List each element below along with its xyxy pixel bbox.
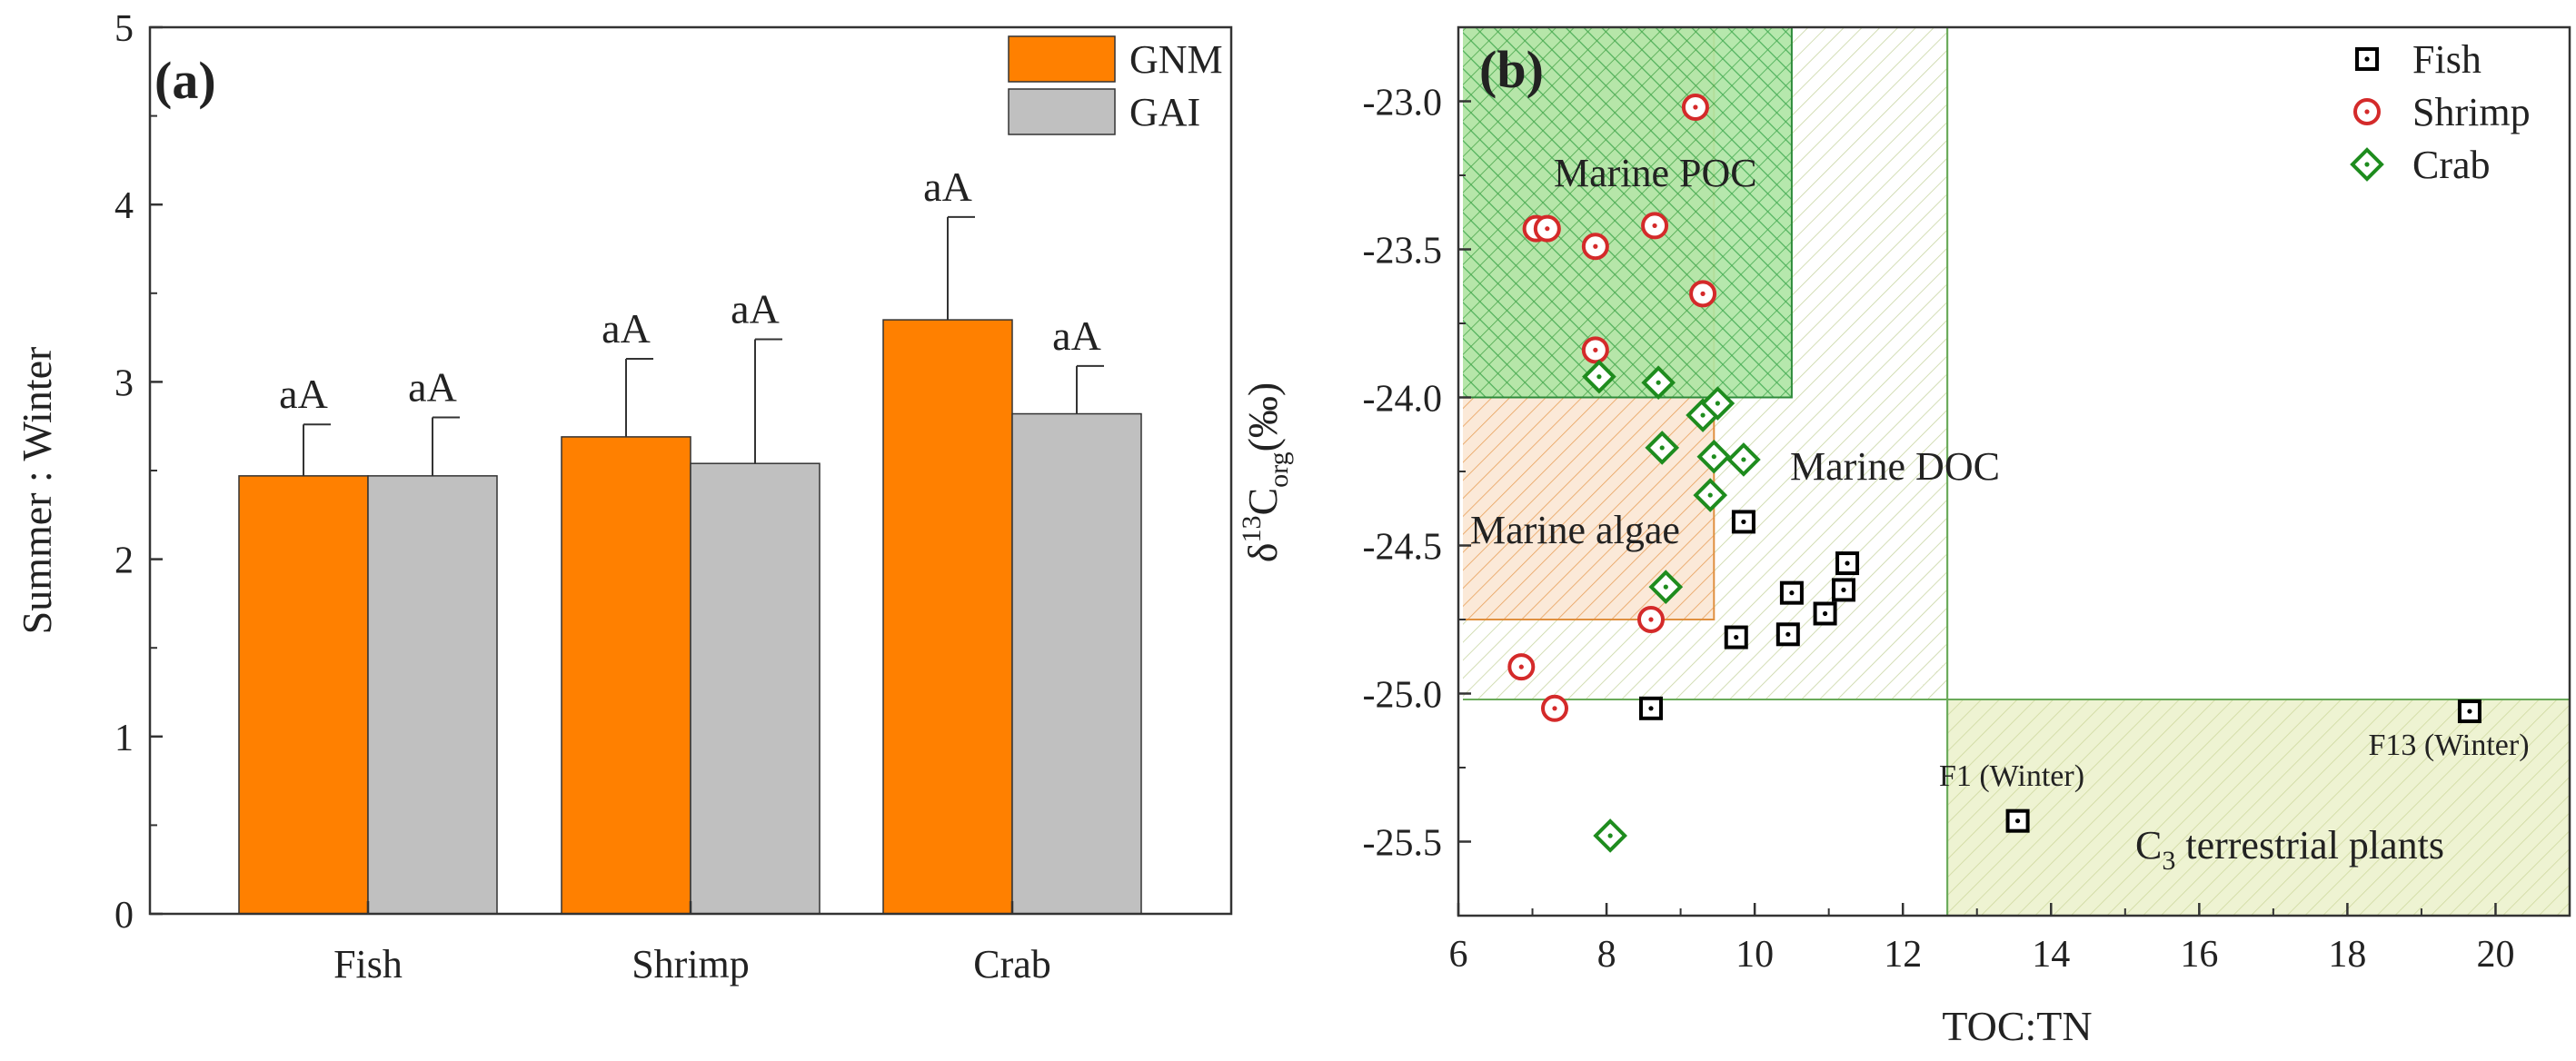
a-y-tick-label: 2 xyxy=(114,540,134,582)
b-x-tick-label: 10 xyxy=(1736,934,1774,976)
point-crab xyxy=(1582,359,1616,394)
a-bars: aA aA aA aA aA aA xyxy=(238,164,1142,915)
a-y-tick-label: 4 xyxy=(114,185,134,227)
b-y-tick-label: -23.0 xyxy=(1363,83,1443,124)
bar-significance-label: aA xyxy=(1052,312,1101,359)
bar-significance-label: aA xyxy=(923,164,972,210)
b-y-tick-label: -23.5 xyxy=(1363,231,1443,273)
b-x-tick-label: 14 xyxy=(2032,934,2070,976)
legend-label-shrimp: Shrimp xyxy=(2412,90,2531,134)
b-legend: Fish Shrimp Crab xyxy=(2350,37,2531,187)
panel-a: aA aA aA aA aA aA 0 1 2 3 4 5 Fish Shrimp Crab (a) Su… xyxy=(14,8,1233,987)
point-shrimp xyxy=(1689,280,1717,308)
b-y-axis-title: δ13Corg(‰) xyxy=(1237,382,1294,562)
bar-gnm xyxy=(882,319,1013,915)
point-crab xyxy=(1593,818,1627,853)
b-points xyxy=(1507,94,2482,853)
b-y-tick-label: -25.0 xyxy=(1363,675,1443,717)
point-crab xyxy=(1648,570,1684,604)
point-fish xyxy=(1779,580,1804,605)
legend-label-crab: Crab xyxy=(2412,143,2491,187)
bar-significance-label: aA xyxy=(731,286,780,332)
bar-gai xyxy=(690,462,821,915)
point-shrimp xyxy=(1581,233,1609,261)
a-y-tick-label: 1 xyxy=(114,718,134,759)
panel-b: 6 8 10 12 14 16 18 20 -25.5 -25.0 -24.5 -24.0 -23.5 -… xyxy=(1237,25,2571,1049)
point-crab xyxy=(1641,365,1676,401)
annotation-f13-winter: F13 (Winter) xyxy=(2368,729,2529,762)
point-crab xyxy=(1696,439,1732,474)
point-shrimp xyxy=(1641,212,1669,240)
point-shrimp xyxy=(1533,214,1561,243)
point-fish xyxy=(1831,578,1855,602)
point-shrimp xyxy=(1636,606,1665,633)
point-fish xyxy=(1813,601,1837,626)
point-fish xyxy=(1724,625,1748,649)
b-x-tick-label: 20 xyxy=(2476,934,2514,976)
b-y-tick-label: -24.0 xyxy=(1363,379,1443,421)
region-label-c3-terrestrial-plants: C3 terrestrial plants xyxy=(2135,823,2444,876)
b-x-tick-label: 6 xyxy=(1449,934,1468,976)
bar-gnm xyxy=(561,436,691,915)
region-marine-poc xyxy=(1463,27,1793,399)
b-panel-label: (b) xyxy=(1479,40,1544,99)
b-x-tick-label: 16 xyxy=(2180,934,2218,976)
point-shrimp xyxy=(1540,694,1568,722)
a-y-tick-label: 3 xyxy=(114,362,134,404)
a-y-tick-label: 5 xyxy=(114,8,134,50)
region-c3-terrestrial-plants xyxy=(1946,699,2571,917)
point-fish xyxy=(1835,551,1860,576)
bar-gai xyxy=(367,475,498,915)
legend-swatch-gnm xyxy=(1008,35,1116,83)
a-axes: 0 1 2 3 4 5 Fish Shrimp Crab xyxy=(114,8,1233,987)
a-legend: GNM GAI xyxy=(1008,35,1223,135)
a-x-tick-label: Shrimp xyxy=(632,942,750,987)
point-fish xyxy=(1731,510,1755,534)
point-crab xyxy=(1700,386,1736,421)
b-y-tick-label: -24.5 xyxy=(1363,527,1443,569)
point-crab xyxy=(1645,431,1680,465)
legend-marker-crab xyxy=(2350,147,2384,182)
a-x-tick-label: Fish xyxy=(333,942,403,987)
region-label-marine-doc: Marine DOC xyxy=(1790,444,2000,489)
point-shrimp xyxy=(1507,653,1536,681)
bar-significance-label: aA xyxy=(602,305,651,352)
point-fish xyxy=(2005,808,2030,833)
b-x-axis-title: TOC:TN xyxy=(1942,1003,2092,1049)
legend-marker-fish xyxy=(2355,47,2379,71)
bar-gnm xyxy=(238,475,369,915)
legend-swatch-gai xyxy=(1008,88,1116,135)
region-label-marine-algae: Marine algae xyxy=(1470,508,1680,552)
a-y-axis-title: Summer : Winter xyxy=(14,347,60,635)
a-x-tick-label: Crab xyxy=(973,942,1051,987)
legend-label-gai: GAI xyxy=(1129,90,1200,134)
point-fish xyxy=(2457,699,2482,724)
point-crab xyxy=(1693,478,1728,512)
legend-marker-shrimp xyxy=(2353,98,2381,125)
b-regions xyxy=(1463,27,2571,917)
region-label-marine-poc: Marine POC xyxy=(1554,151,1757,195)
point-fish xyxy=(1638,696,1663,720)
point-shrimp xyxy=(1681,94,1709,122)
a-y-tick-label: 0 xyxy=(114,895,134,937)
annotation-f1-winter: F1 (Winter) xyxy=(1939,759,2084,793)
point-fish xyxy=(1775,622,1800,647)
legend-label-fish: Fish xyxy=(2412,37,2482,82)
bar-gai xyxy=(1011,412,1142,915)
b-axes: 6 8 10 12 14 16 18 20 -25.5 -25.0 -24.5 -24.0 -23.5 -… xyxy=(1363,25,2571,976)
b-x-tick-label: 18 xyxy=(2328,934,2366,976)
legend-label-gnm: GNM xyxy=(1129,37,1223,82)
point-shrimp xyxy=(1581,336,1609,364)
a-panel-label: (a) xyxy=(154,51,216,110)
point-crab xyxy=(1726,442,1761,477)
b-x-tick-label: 8 xyxy=(1597,934,1616,976)
b-x-tick-label: 12 xyxy=(1884,934,1922,976)
bar-significance-label: aA xyxy=(408,363,457,410)
bar-significance-label: aA xyxy=(279,371,328,417)
b-y-tick-label: -25.5 xyxy=(1363,823,1443,865)
